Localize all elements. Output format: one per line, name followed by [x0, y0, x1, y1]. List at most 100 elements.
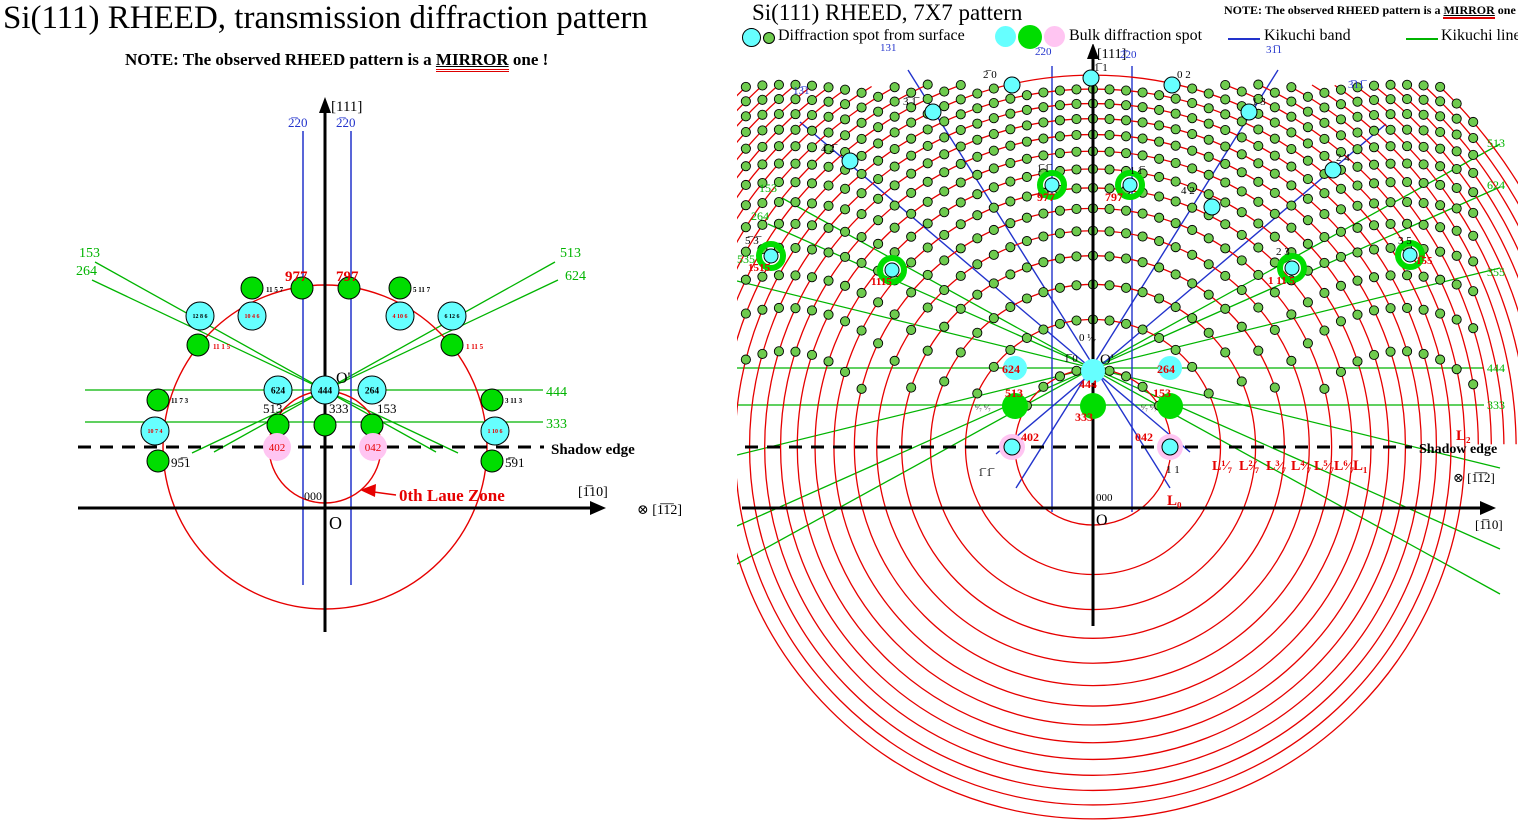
- laue-annotation-arrowhead: [360, 484, 376, 497]
- diffraction-dot: [1451, 182, 1462, 194]
- diffraction-dot: [806, 80, 818, 91]
- diffraction-dot: [1302, 297, 1313, 308]
- label-153: 153: [759, 181, 777, 195]
- label-4̅-2̅: 4̅ 2̅: [821, 143, 838, 155]
- legend-bulk-label: Bulk diffraction spot: [1069, 27, 1203, 44]
- diffraction-dot: [1121, 131, 1132, 142]
- diffraction-dot: [1203, 134, 1214, 145]
- diffraction-dot: [790, 94, 801, 105]
- diffraction-dot: [972, 388, 983, 399]
- laue-arc: [737, 84, 1518, 185]
- diffraction-dot: [1104, 315, 1115, 326]
- diffraction-dot: [1005, 269, 1016, 280]
- left-panel-note: NOTE: The observed RHEED pattern is a MI…: [125, 50, 548, 72]
- diffraction-dot: [1137, 231, 1148, 242]
- diffraction-dot: [757, 141, 768, 152]
- diffraction-dot: [972, 134, 983, 145]
- diffraction-dot: [1170, 301, 1181, 313]
- diffraction-dot: [1435, 308, 1446, 319]
- diffraction-dot: [1402, 158, 1413, 169]
- diffraction-dot: [740, 246, 751, 257]
- bulk-spot: [385, 301, 415, 331]
- surface-spot: [360, 413, 384, 437]
- diffraction-dot: [806, 125, 818, 136]
- diffraction-dot: [1104, 146, 1115, 157]
- bulk-spot-pink: [359, 433, 387, 461]
- diffraction-dot: [1335, 316, 1346, 327]
- diffraction-dot: [1054, 131, 1065, 142]
- diffraction-dot: [889, 161, 900, 172]
- diffraction-dot: [1236, 149, 1247, 160]
- diffraction-dot: [1038, 287, 1049, 298]
- diffraction-dot: [1203, 259, 1214, 270]
- diffraction-dot: [1253, 302, 1264, 313]
- diffraction-dot: [1385, 270, 1396, 281]
- diffraction-dot: [1021, 153, 1032, 164]
- diffraction-dot: [790, 346, 801, 357]
- diffraction-dot: [1269, 208, 1280, 219]
- diffraction-dot: [1286, 200, 1297, 211]
- diffraction-dot: [1286, 222, 1297, 233]
- label-O': O': [1100, 352, 1114, 368]
- diffraction-dot: [1137, 208, 1148, 219]
- diffraction-dot: [790, 141, 801, 152]
- ringed-spot: [1277, 253, 1307, 283]
- diffraction-dot: [972, 118, 983, 129]
- diffraction-dot: [1071, 84, 1082, 95]
- surface-spot: [480, 388, 504, 412]
- diffraction-dot: [1054, 148, 1065, 159]
- diffraction-dot: [1220, 80, 1231, 91]
- diffraction-dot: [1236, 255, 1247, 266]
- diffraction-dot: [1319, 383, 1330, 394]
- diffraction-dot: [873, 174, 884, 185]
- diffraction-dot: [1005, 196, 1016, 207]
- diffraction-dot: [889, 309, 900, 320]
- diffraction-dot: [757, 94, 768, 105]
- diffraction-dot: [1021, 332, 1032, 344]
- diffraction-dot: [740, 354, 751, 365]
- diffraction-dot: [1220, 158, 1231, 169]
- diffraction-dot: [972, 233, 983, 244]
- label-95̅1: 95̅1: [171, 455, 191, 470]
- mirror-emphasis: MIRROR: [435, 50, 509, 72]
- diffraction-dot: [1054, 205, 1065, 216]
- diffraction-dot: [1418, 109, 1429, 120]
- diffraction-dot: [1402, 79, 1413, 90]
- diffraction-dot: [1220, 197, 1231, 208]
- diffraction-dot: [1236, 321, 1247, 332]
- spot-label: 10 7 4: [148, 429, 163, 435]
- label-1-11-5: 1 11 5: [1268, 275, 1295, 287]
- diffraction-dot: [806, 142, 818, 153]
- diffraction-dot: [906, 287, 917, 298]
- diffraction-dot: [1402, 177, 1413, 188]
- diffraction-dot: [1269, 133, 1280, 144]
- diffraction-dot: [955, 347, 966, 358]
- label-1̅-1̅: 1̅ 1̅: [978, 467, 995, 479]
- diffraction-dot: [1286, 111, 1297, 122]
- diffraction-dot: [1187, 278, 1198, 289]
- diffraction-dot: [1418, 94, 1429, 105]
- diffraction-dot: [1203, 151, 1214, 162]
- axis-arrowhead-up: [319, 97, 331, 113]
- diffraction-dot: [906, 150, 917, 161]
- diffraction-dot: [1071, 114, 1082, 125]
- diffraction-dot: [740, 111, 751, 122]
- label-000: 000: [1096, 492, 1113, 504]
- diffraction-dot: [873, 238, 884, 249]
- label-333: 333: [329, 401, 349, 416]
- diffraction-dot: [1187, 313, 1198, 324]
- diffraction-dot: [1402, 141, 1413, 152]
- diffraction-dot: [1402, 302, 1413, 314]
- diffraction-dot: [988, 361, 999, 372]
- legend-line-label: Kikuchi line: [1441, 27, 1518, 44]
- diffraction-dot: [1071, 203, 1082, 215]
- diffraction-dot: [840, 366, 851, 378]
- diffraction-dot: [1286, 96, 1297, 107]
- bulk-spot: [310, 375, 340, 405]
- diffraction-dot: [972, 210, 983, 221]
- label-3̅11̅: 3̅11̅: [1348, 79, 1367, 91]
- diffraction-dot: [1137, 133, 1148, 144]
- diffraction-dot: [1187, 98, 1198, 109]
- label-333: 333: [546, 417, 567, 432]
- label-13̅1: 13̅1: [793, 85, 810, 97]
